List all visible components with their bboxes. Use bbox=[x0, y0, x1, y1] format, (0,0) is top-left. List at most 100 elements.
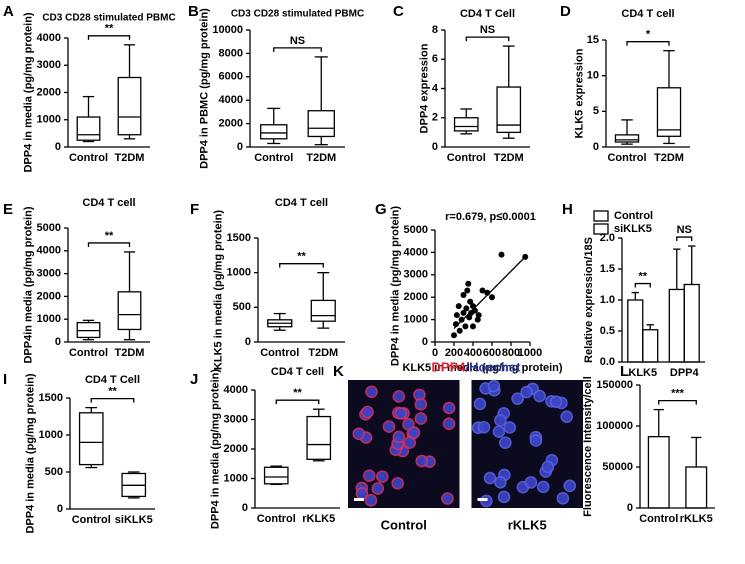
significance-label: *** bbox=[671, 388, 685, 400]
cell bbox=[549, 395, 563, 409]
point bbox=[460, 291, 467, 298]
box bbox=[656, 87, 682, 137]
significance-bracket bbox=[634, 282, 651, 288]
y-tick-label: 1000 bbox=[224, 472, 248, 484]
image-label: Control bbox=[381, 517, 427, 532]
y-tick-label: 8 bbox=[432, 24, 438, 36]
bar bbox=[685, 466, 708, 509]
box bbox=[260, 124, 288, 140]
y-tick-label: 0 bbox=[237, 141, 243, 153]
cell bbox=[407, 426, 421, 439]
y-tick-label: 2000 bbox=[404, 291, 428, 303]
chart-title: CD4 T cell bbox=[82, 197, 135, 209]
x-axis-label: KLK5 in media (pg/mg protein) bbox=[402, 362, 562, 374]
cell bbox=[487, 379, 501, 393]
y-tick-label: 0 bbox=[55, 336, 61, 348]
scale-bar bbox=[354, 498, 364, 501]
significance-label: ** bbox=[638, 270, 647, 282]
x-tick-label: T2DM bbox=[115, 152, 145, 164]
y-tick-label: 0 bbox=[57, 503, 63, 515]
y-axis-label: DPP4 in media (pg/mg protein) bbox=[390, 206, 402, 366]
significance-label: ** bbox=[105, 23, 114, 35]
cell bbox=[556, 492, 570, 505]
panel-letter: L bbox=[620, 363, 629, 380]
x-tick-label: 600 bbox=[483, 347, 501, 359]
panel-letter: G bbox=[375, 201, 387, 218]
panel-letter: C bbox=[393, 3, 404, 20]
cell bbox=[364, 494, 378, 507]
cell bbox=[492, 425, 506, 438]
box bbox=[117, 291, 142, 331]
y-tick-label: 0 bbox=[242, 502, 248, 514]
y-tick-label: 5 bbox=[593, 105, 599, 117]
x-tick-label: Control bbox=[69, 347, 108, 359]
x-tick-label: Control bbox=[260, 347, 299, 359]
significance-bracket bbox=[626, 41, 670, 46]
significance-label: ** bbox=[293, 387, 302, 399]
legend-label: Control bbox=[614, 210, 653, 222]
y-tick-label: 5000 bbox=[404, 224, 428, 236]
point bbox=[474, 316, 481, 323]
chart-title: CD4 T cell bbox=[271, 366, 324, 378]
y-tick-label: 10000 bbox=[212, 24, 243, 36]
point bbox=[456, 327, 463, 334]
box bbox=[76, 116, 101, 141]
y-tick-label: 4000 bbox=[404, 246, 428, 258]
y-tick-label: 4000 bbox=[219, 94, 243, 106]
x-tick-label: T2DM bbox=[494, 152, 524, 164]
point bbox=[453, 312, 460, 319]
cell bbox=[511, 392, 524, 405]
point bbox=[451, 332, 457, 339]
y-axis-label: Relative expression/18S bbox=[583, 237, 595, 363]
cell bbox=[392, 430, 406, 444]
x-tick-label: 400 bbox=[464, 347, 482, 359]
point bbox=[467, 298, 474, 305]
x-tick-label: rKLK5 bbox=[680, 513, 713, 525]
y-tick-label: 10 bbox=[587, 70, 599, 82]
significance-bracket bbox=[676, 236, 693, 242]
x-tick-label: 0 bbox=[432, 347, 438, 359]
y-tick-label: 1000 bbox=[37, 313, 61, 325]
cell bbox=[362, 469, 376, 482]
y-tick-label: 100000 bbox=[596, 420, 633, 432]
significance-label: NS bbox=[677, 224, 692, 236]
cell bbox=[494, 414, 507, 427]
x-tick-label: DPP4 bbox=[670, 367, 700, 379]
x-tick-label: 800 bbox=[502, 347, 520, 359]
panel-letter: A bbox=[3, 3, 14, 20]
y-tick-label: 2000 bbox=[219, 118, 243, 130]
panel-letter: B bbox=[188, 3, 199, 20]
cell bbox=[391, 476, 404, 490]
x-tick-label: Control bbox=[69, 152, 108, 164]
cell bbox=[376, 470, 389, 483]
y-tick-label: 4000 bbox=[224, 384, 248, 396]
y-axis-label: DPP4in media (pg/mg protein) bbox=[23, 206, 35, 363]
x-tick-label: Control bbox=[607, 152, 646, 164]
point bbox=[466, 314, 473, 321]
x-tick-label: Control bbox=[639, 513, 678, 525]
cell bbox=[414, 398, 428, 411]
bar bbox=[647, 436, 670, 509]
legend-swatch bbox=[593, 223, 609, 235]
y-tick-label: 3000 bbox=[224, 413, 248, 425]
cell bbox=[361, 405, 374, 419]
cell bbox=[497, 490, 511, 504]
point bbox=[498, 251, 505, 258]
x-tick-label: 200 bbox=[445, 347, 463, 359]
y-tick-label: 2000 bbox=[224, 443, 248, 455]
cell bbox=[520, 385, 533, 399]
y-axis-label: KLK5 in media (pg/mg protein) bbox=[213, 210, 225, 370]
bar bbox=[627, 299, 644, 363]
scale-bar bbox=[477, 498, 488, 501]
x-tick-label: Control bbox=[254, 152, 293, 164]
y-tick-label: 2.0 bbox=[600, 232, 615, 244]
y-axis-label: KLK5 expression bbox=[573, 48, 585, 138]
y-axis-label: DPP4 expression bbox=[419, 43, 431, 133]
y-tick-label: 3000 bbox=[37, 59, 61, 71]
y-tick-label: 1.0 bbox=[600, 294, 615, 306]
box bbox=[263, 466, 289, 485]
x-tick-label: T2DM bbox=[308, 347, 338, 359]
panel-letter: I bbox=[3, 371, 7, 388]
cell bbox=[382, 420, 396, 433]
y-tick-label: 4000 bbox=[37, 245, 61, 257]
